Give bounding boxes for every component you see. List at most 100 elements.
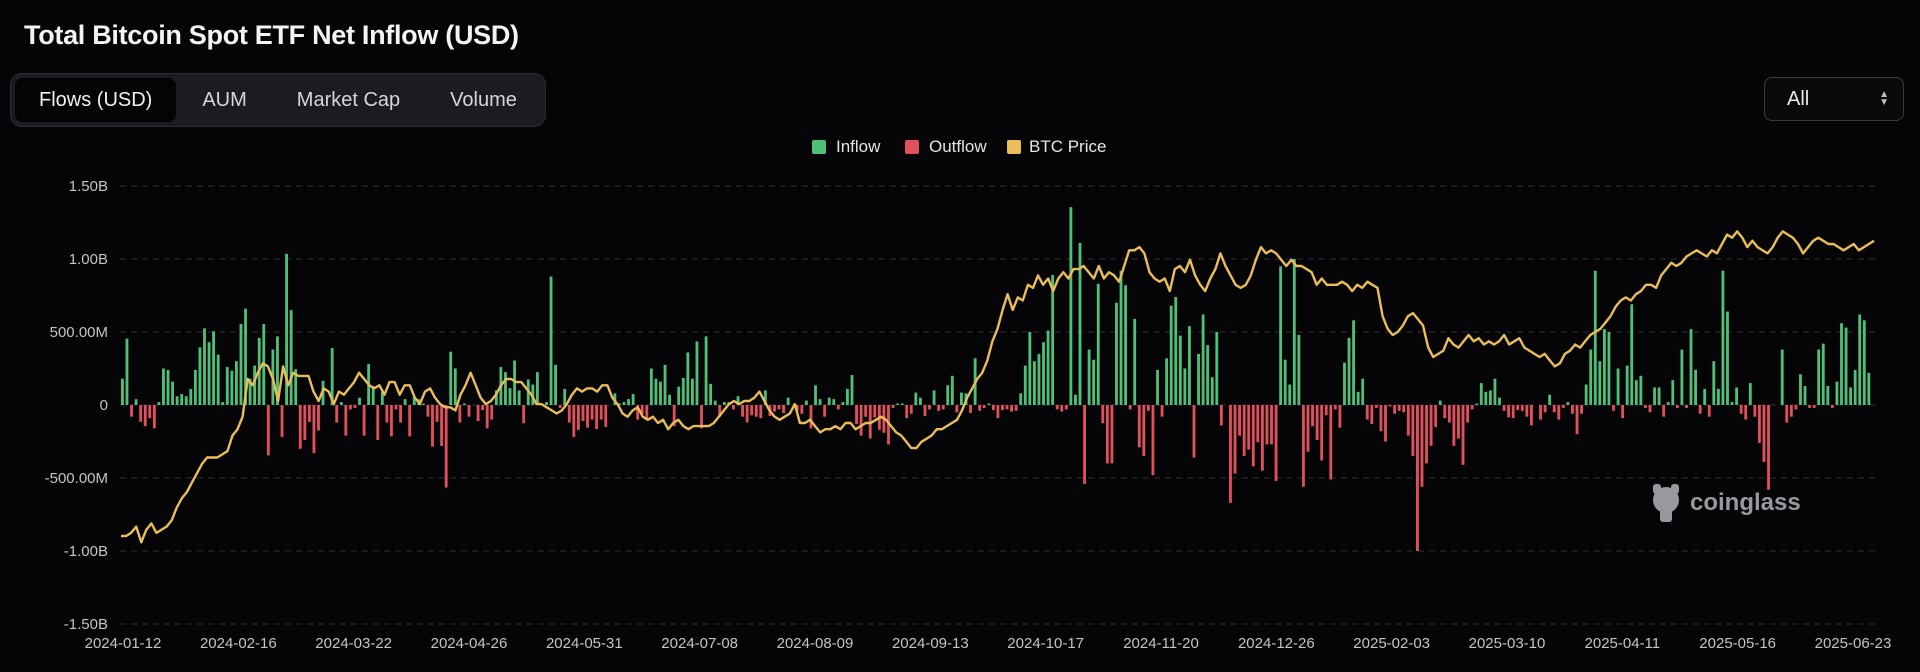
inflow-bar[interactable] [1639, 375, 1643, 405]
inflow-bar[interactable] [1019, 393, 1023, 405]
inflow-bar[interactable] [1589, 349, 1593, 405]
inflow-bar[interactable] [1188, 326, 1191, 405]
inflow-bar[interactable] [1292, 259, 1296, 405]
outflow-bar[interactable] [864, 405, 868, 417]
inflow-bar[interactable] [1178, 335, 1182, 405]
inflow-bar[interactable] [900, 403, 904, 405]
legend-inflow[interactable]: Inflow [812, 137, 881, 156]
outflow-bar[interactable] [1612, 405, 1615, 411]
inflow-bar[interactable] [1625, 365, 1629, 405]
inflow-bar[interactable] [494, 390, 498, 405]
inflow-bar[interactable] [814, 385, 817, 405]
inflow-bar[interactable] [1493, 378, 1497, 405]
outflow-bar[interactable] [590, 405, 594, 420]
outflow-bar[interactable] [1238, 405, 1241, 436]
inflow-bar[interactable] [248, 378, 252, 405]
outflow-bar[interactable] [266, 405, 270, 456]
outflow-bar[interactable] [1324, 405, 1328, 416]
inflow-bar[interactable] [649, 368, 653, 406]
outflow-bar[interactable] [1260, 405, 1264, 471]
outflow-bar[interactable] [1014, 405, 1018, 411]
outflow-bar[interactable] [1443, 405, 1447, 419]
inflow-bar[interactable] [704, 336, 708, 405]
outflow-bar[interactable] [362, 405, 366, 436]
inflow-bar[interactable] [1694, 369, 1697, 405]
inflow-bar[interactable] [1115, 302, 1118, 405]
outflow-bar[interactable] [1685, 405, 1688, 408]
outflow-bar[interactable] [1384, 405, 1387, 442]
outflow-bar[interactable] [1233, 405, 1237, 474]
outflow-bar[interactable] [130, 405, 133, 417]
inflow-bar[interactable] [212, 331, 216, 405]
inflow-bar[interactable] [1666, 402, 1670, 405]
inflow-bar[interactable] [1840, 323, 1843, 405]
inflow-bar[interactable] [358, 397, 361, 405]
outflow-bar[interactable] [581, 405, 585, 422]
inflow-bar[interactable] [1046, 330, 1050, 405]
outflow-bar[interactable] [1320, 405, 1324, 461]
inflow-bar[interactable] [1119, 270, 1123, 405]
inflow-bar[interactable] [1042, 342, 1045, 405]
inflow-bar[interactable] [225, 367, 229, 405]
inflow-bar[interactable] [253, 365, 257, 405]
inflow-bar[interactable] [668, 394, 672, 405]
inflow-bar[interactable] [1680, 349, 1684, 405]
inflow-bar[interactable] [508, 388, 512, 405]
outflow-bar[interactable] [1621, 405, 1625, 419]
outflow-bar[interactable] [1374, 405, 1378, 408]
inflow-bar[interactable] [1835, 381, 1839, 405]
outflow-bar[interactable] [1575, 405, 1579, 435]
inflow-bar[interactable] [627, 399, 630, 405]
outflow-bar[interactable] [809, 405, 813, 429]
inflow-bar[interactable] [1657, 387, 1661, 405]
inflow-bar[interactable] [686, 352, 690, 405]
inflow-bar[interactable] [1037, 353, 1041, 405]
outflow-bar[interactable] [1812, 405, 1816, 408]
inflow-bar[interactable] [166, 369, 170, 405]
inflow-bar[interactable] [1653, 387, 1656, 405]
inflow-bar[interactable] [1498, 397, 1501, 405]
outflow-bar[interactable] [1744, 405, 1748, 420]
inflow-bar[interactable] [171, 381, 174, 405]
outflow-bar[interactable] [1001, 405, 1004, 411]
inflow-bar[interactable] [914, 392, 918, 405]
outflow-bar[interactable] [759, 405, 763, 419]
outflow-bar[interactable] [1525, 405, 1529, 417]
inflow-bar[interactable] [1748, 383, 1752, 405]
outflow-bar[interactable] [750, 405, 754, 416]
outflow-bar[interactable] [586, 405, 589, 428]
outflow-bar[interactable] [1675, 405, 1679, 408]
inflow-bar[interactable] [1092, 359, 1096, 405]
outflow-bar[interactable] [1557, 405, 1561, 420]
outflow-bar[interactable] [1794, 405, 1798, 410]
outflow-bar[interactable] [800, 405, 804, 414]
outflow-bar[interactable] [1648, 405, 1652, 413]
outflow-bar[interactable] [1416, 405, 1419, 551]
outflow-bar[interactable] [1146, 405, 1150, 411]
inflow-bar[interactable] [189, 388, 193, 405]
inflow-bar[interactable] [207, 342, 211, 405]
outflow-bar[interactable] [909, 405, 913, 414]
inflow-bar[interactable] [1183, 368, 1187, 406]
outflow-bar[interactable] [1101, 405, 1105, 424]
inflow-bar[interactable] [276, 336, 279, 405]
outflow-bar[interactable] [1767, 405, 1770, 490]
outflow-bar[interactable] [335, 405, 339, 423]
inflow-bar[interactable] [162, 368, 165, 406]
outflow-bar[interactable] [937, 405, 941, 411]
outflow-bar[interactable] [1539, 405, 1542, 420]
outflow-bar[interactable] [855, 405, 858, 424]
outflow-bar[interactable] [1005, 405, 1009, 410]
inflow-bar[interactable] [709, 383, 713, 405]
outflow-bar[interactable] [1256, 405, 1260, 443]
inflow-bar[interactable] [339, 402, 343, 405]
inflow-bar[interactable] [462, 403, 466, 405]
inflow-bar[interactable] [1347, 337, 1351, 405]
outflow-bar[interactable] [1329, 405, 1333, 480]
outflow-bar[interactable] [385, 405, 389, 423]
inflow-bar[interactable] [786, 397, 790, 405]
inflow-bar[interactable] [1630, 304, 1634, 405]
outflow-bar[interactable] [1247, 405, 1251, 450]
inflow-bar[interactable] [918, 397, 922, 405]
inflow-bar[interactable] [622, 402, 626, 405]
